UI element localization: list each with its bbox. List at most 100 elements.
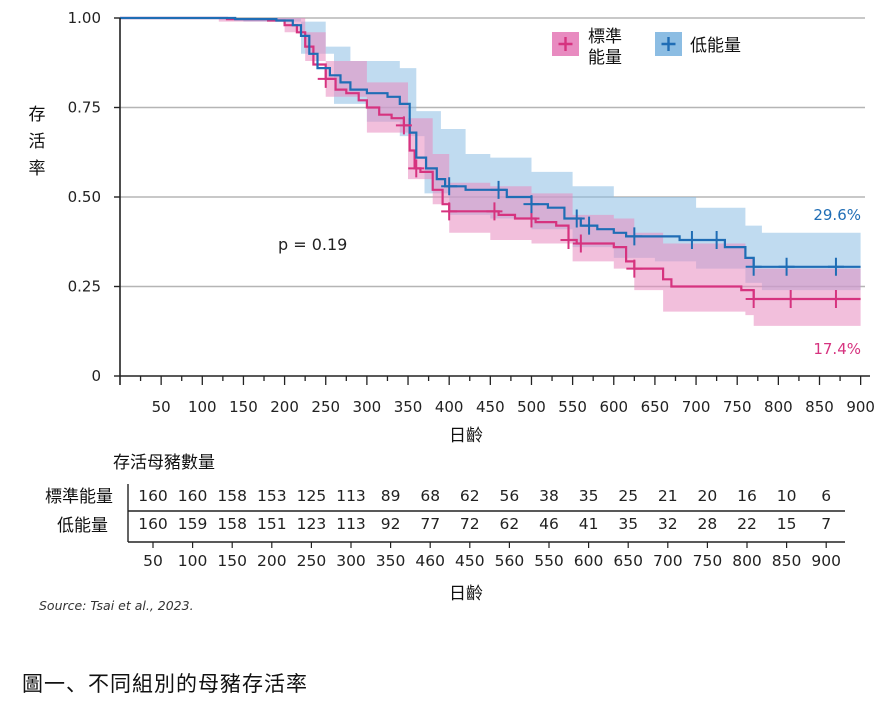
risk-x-tick-label: 100 [178,552,208,570]
risk-x-tick-label: 450 [455,552,485,570]
risk-cell: 159 [178,515,208,533]
x-tick-label: 650 [641,398,670,416]
risk-x-tick-label: 600 [574,552,604,570]
final-label-low: 29.6% [813,206,861,224]
risk-cell: 160 [138,515,168,533]
risk-row-standard: 160 160 158 153 125 113 89 68 62 56 38 35 25 21 20 16 10… [138,487,831,505]
risk-cell: 153 [257,487,287,505]
legend-label-standard: 標準 能量 [588,27,627,68]
legend-marker-low [661,37,676,51]
x-tick-label: 200 [270,398,299,416]
risk-cell: 46 [539,515,559,533]
censor-mark [441,177,458,196]
figure-caption: 圖一、不同組別的母豬存活率 [22,672,308,696]
censor-mark [626,259,643,278]
risk-x-tick-label: 850 [772,552,802,570]
survival-figure: 0 0.25 0.50 0.75 1.00 50 100 150 200 250 300 350 40… [29,9,875,604]
x-tick-label: 250 [311,398,340,416]
risk-cell: 77 [420,515,440,533]
x-tick-label: 600 [599,398,628,416]
risk-cell: 15 [777,515,797,533]
risk-cell: 22 [737,515,757,533]
risk-row-label-standard: 標準能量 [45,487,113,507]
x-tick-label: 450 [476,398,505,416]
censor-mark [708,230,725,249]
legend-marker-standard [558,37,573,51]
risk-table-x-axis-label: 日齡 [449,584,483,604]
risk-cell: 28 [698,515,718,533]
x-tick-label: 750 [723,398,752,416]
x-tick-label: 700 [682,398,711,416]
risk-x-tick-label: 560 [495,552,525,570]
x-tick-label: 900 [846,398,875,416]
risk-cell: 125 [297,487,327,505]
risk-cell: 92 [381,515,401,533]
risk-cell: 41 [579,515,599,533]
y-tick-label: 0.25 [68,278,101,296]
risk-cell: 38 [539,487,559,505]
risk-cell: 158 [217,515,247,533]
risk-cell: 62 [500,515,520,533]
y-tick-label: 1.00 [68,9,101,27]
confidence-band-standard [120,18,861,326]
risk-cell: 123 [297,515,327,533]
risk-cell: 113 [336,515,366,533]
risk-x-tick-label: 50 [143,552,163,570]
censor-mark [395,116,412,135]
risk-x-tick-label: 750 [693,552,723,570]
x-tick-label: 350 [394,398,423,416]
risk-cell: 25 [618,487,638,505]
censor-mark [486,202,503,221]
risk-x-tick-label: 300 [336,552,366,570]
x-tick-label: 500 [517,398,546,416]
risk-cell: 113 [336,487,366,505]
risk-cell: 62 [460,487,480,505]
censor-mark [560,230,577,249]
x-tick-label: 800 [764,398,793,416]
risk-cell: 21 [658,487,678,505]
risk-x-tick-label: 900 [811,552,841,570]
y-axis-label: 存活率 [29,105,46,179]
risk-cell: 89 [381,487,401,505]
risk-cell: 35 [579,487,599,505]
censor-mark [827,290,844,309]
final-label-standard: 17.4% [813,340,861,358]
risk-x-tick-label: 250 [297,552,327,570]
x-tick-label: 850 [805,398,834,416]
x-tick-label: 400 [435,398,464,416]
risk-row-low: 160 159 158 151 123 113 92 77 72 62 46 41 35 32 28 22 15… [138,515,831,533]
axes [114,17,870,385]
x-tick-label: 300 [353,398,382,416]
risk-cell: 20 [698,487,718,505]
censor-mark [782,290,799,309]
x-tick-label: 550 [558,398,587,416]
risk-x-tick-label: 150 [217,552,247,570]
risk-table-title: 存活母豬數量 [113,453,215,473]
y-tick-label: 0.75 [68,99,101,117]
censor-mark [827,257,844,276]
censor-mark [408,159,425,178]
censor-mark [683,230,700,249]
risk-row-label-low: 低能量 [57,516,108,536]
y-tick-label: 0 [91,367,101,385]
risk-cell: 32 [658,515,678,533]
censor-mark [523,195,540,214]
risk-cell: 151 [257,515,287,533]
censor-mark [441,202,458,221]
legend: 標準 能量 低能量 [552,27,741,68]
risk-cell: 160 [138,487,168,505]
risk-cell: 10 [777,487,797,505]
censor-mark [568,209,585,228]
risk-x-tick-label: 200 [257,552,287,570]
y-tick-label: 0.50 [68,188,101,206]
risk-x-tick-label: 700 [653,552,683,570]
x-axis-label: 日齡 [449,426,483,446]
censor-mark [581,216,598,235]
x-tick-labels: 50 100 150 200 250 300 350 400 450 500 550 600 650 70… [152,398,875,416]
risk-cell: 72 [460,515,480,533]
risk-cell: 7 [821,515,831,533]
censor-mark [626,227,643,246]
survival-line-low [120,16,861,268]
risk-cell: 56 [500,487,520,505]
risk-x-tick-label: 550 [534,552,564,570]
